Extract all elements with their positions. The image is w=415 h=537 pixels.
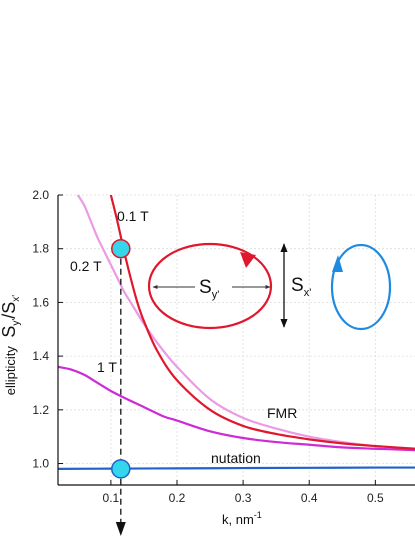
- y-tick-label-4: 1.8: [32, 242, 49, 256]
- x-tick-label-2: 0.3: [235, 491, 252, 505]
- x-tick-label-3: 0.4: [301, 491, 318, 505]
- svg-text:ellipticity Sy'/Sx': ellipticity Sy'/Sx': [0, 295, 22, 396]
- series-line-2: [58, 365, 415, 452]
- y-axis-title: ellipticity Sy'/Sx': [0, 295, 22, 396]
- highlight-marker-1: [111, 459, 131, 479]
- marker-layer: [111, 238, 131, 479]
- grid: [58, 194, 415, 485]
- series-line-1: [76, 195, 415, 450]
- blue-precession-ellipse: [330, 243, 392, 331]
- y-tick-label-1: 1.2: [32, 403, 49, 417]
- label-0-2-t: 0.2 T: [70, 258, 102, 274]
- x-axis-title: k, nm-1: [222, 510, 262, 527]
- y-tick-label-2: 1.4: [32, 349, 49, 363]
- x-tick-label-1: 0.2: [169, 491, 186, 505]
- sx-label: Sx': [291, 275, 311, 299]
- x-tick-label-0: 0.1: [103, 491, 120, 505]
- guide-arrow-icon: [115, 522, 126, 536]
- sy-label: Sy': [199, 277, 219, 301]
- ticks: 0.1 0.2 0.3 0.4 0.5 1.0 1.2 1.4 1.6 1.8 2.0: [32, 188, 384, 505]
- y-tick-label-5: 2.0: [32, 188, 49, 202]
- highlight-marker-0: [111, 238, 131, 259]
- red-precession-ellipse: [147, 242, 273, 330]
- inset-schematic: Sy' Sx': [147, 242, 392, 331]
- label-0-1-t: 0.1 T: [117, 208, 149, 224]
- x-tick-label-4: 0.5: [367, 491, 384, 505]
- y-tick-label-3: 1.6: [32, 295, 49, 309]
- blue-rotation-arrow-icon: [332, 255, 343, 272]
- series-line-3: [58, 466, 415, 470]
- label-1-t: 1 T: [97, 359, 117, 375]
- red-rotation-arrow-icon: [240, 252, 256, 268]
- y-tick-label-0: 1.0: [32, 457, 49, 471]
- label-fmr: FMR: [267, 405, 297, 421]
- label-nutation: nutation: [211, 450, 261, 466]
- series-line-0: [109, 195, 415, 450]
- series-layer: [58, 195, 415, 470]
